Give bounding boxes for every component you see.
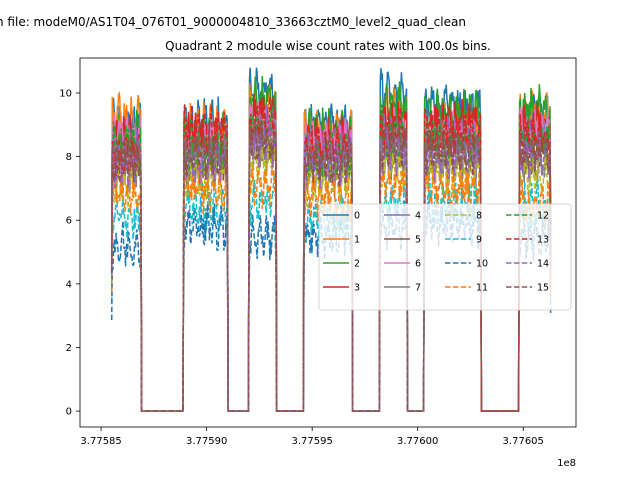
legend-label-9: 9 xyxy=(476,235,482,246)
legend-label-11: 11 xyxy=(476,283,488,294)
legend-label-10: 10 xyxy=(476,259,488,270)
legend-label-3: 3 xyxy=(354,283,360,294)
x-tick-label: 3.77585 xyxy=(80,436,121,447)
chart-suptitle: n file: modeM0/AS1T04_076T01_9000004810_… xyxy=(0,15,466,29)
y-tick-label: 6 xyxy=(66,216,72,227)
x-offset-label: 1e8 xyxy=(557,458,576,469)
legend-label-0: 0 xyxy=(354,211,360,222)
y-tick-label: 8 xyxy=(66,152,72,163)
y-axis: 0 2 4 6 8 10 xyxy=(59,88,80,418)
x-tick-label: 3.77605 xyxy=(503,436,544,447)
series-line-12 xyxy=(110,105,552,412)
legend-label-8: 8 xyxy=(476,211,482,222)
chart-title: Quadrant 2 module wise count rates with … xyxy=(165,39,491,53)
legend-label-7: 7 xyxy=(415,283,421,294)
y-tick-label: 4 xyxy=(66,279,72,290)
legend-label-12: 12 xyxy=(537,211,549,222)
series-line-15 xyxy=(110,118,552,412)
y-tick-label: 2 xyxy=(66,343,72,354)
y-tick-label: 0 xyxy=(66,407,72,418)
legend-box xyxy=(318,203,572,311)
legend-label-1: 1 xyxy=(354,235,360,246)
legend-label-15: 15 xyxy=(537,283,549,294)
legend-label-14: 14 xyxy=(537,259,549,270)
x-tick-label: 3.77595 xyxy=(291,436,332,447)
legend-label-6: 6 xyxy=(415,259,421,270)
legend-label-5: 5 xyxy=(415,235,421,246)
legend-label-13: 13 xyxy=(537,235,549,246)
x-axis: 3.77585 3.77590 3.77595 3.77600 3.77605 xyxy=(80,427,544,447)
y-tick-label: 10 xyxy=(59,88,72,99)
legend-label-2: 2 xyxy=(354,259,360,270)
legend-label-4: 4 xyxy=(415,211,421,222)
plot-frame xyxy=(79,57,577,428)
x-tick-label: 3.77600 xyxy=(397,436,438,447)
x-tick-label: 3.77590 xyxy=(186,436,227,447)
